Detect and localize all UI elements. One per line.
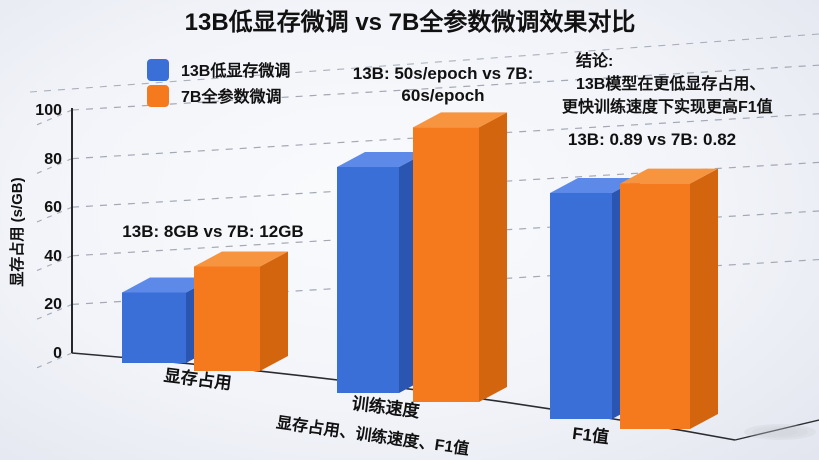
legend-label-13b: 13B低显存微调 (181, 61, 290, 80)
wall-gridline-60 (33, 206, 73, 224)
annotation-conclusion: 结论: 13B模型在更低显存占用、 更快训练速度下实现更高F1值 (562, 51, 773, 116)
bar-front-face (413, 127, 479, 402)
bar-side-face (690, 168, 718, 429)
grid-layer (29, 33, 819, 370)
bar-top-face (413, 112, 507, 128)
bar-top-face (550, 178, 640, 194)
watermark-smudge (744, 424, 816, 440)
annotation-speed-line2: 60s/epoch (401, 86, 484, 105)
bar-front-face (550, 193, 612, 419)
y-tick-60: 60 (44, 199, 62, 216)
annotation-f1: 13B: 0.89 vs 7B: 0.82 (568, 130, 736, 149)
bar-top-face (122, 277, 214, 293)
bar-f1-7b (620, 168, 718, 429)
back-wall-top-edge (29, 33, 819, 93)
wall-gridline-80 (33, 158, 73, 176)
wall-gridline-20 (33, 303, 73, 321)
floor-right-edge (734, 419, 819, 441)
x-axis-title: 显存占用、训练速度、F1值 (275, 413, 470, 459)
y-tick-20: 20 (44, 296, 62, 313)
bar-front-face (337, 167, 399, 393)
legend-swatch-7b (147, 85, 169, 107)
legend: 13B低显存微调 7B全参数微调 (147, 59, 290, 107)
conclusion-line1: 13B模型在更低显存占用、 (576, 74, 765, 93)
y-tick-80: 80 (44, 151, 62, 168)
chart-title: 13B低显存微调 vs 7B全参数微调效果对比 (185, 8, 636, 36)
annotation-memory: 13B: 8GB vs 7B: 12GB (122, 222, 303, 241)
y-axis-ticks: 100 80 60 40 20 0 (35, 102, 62, 362)
bar-front-face (620, 183, 690, 429)
legend-swatch-13b (147, 59, 169, 81)
bar-front-face (194, 266, 260, 371)
bar-side-face (479, 112, 507, 402)
category-label-f1: F1值 (571, 423, 610, 447)
wall-gridline-100 (33, 109, 73, 127)
bar-front-face (122, 292, 186, 363)
bars-layer (122, 112, 718, 429)
legend-label-7b: 7B全参数微调 (181, 87, 281, 106)
category-label-speed: 训练速度 (351, 393, 422, 421)
wall-gridline-0 (33, 352, 73, 370)
y-tick-100: 100 (35, 102, 62, 119)
bar-speed-7b (413, 112, 507, 402)
y-tick-0: 0 (53, 345, 62, 362)
y-tick-40: 40 (44, 248, 62, 265)
bar-memory-7b (194, 251, 288, 371)
bar-top-face (194, 251, 288, 267)
conclusion-line2: 更快训练速度下实现更高F1值 (562, 97, 773, 116)
bar-side-face (260, 251, 288, 371)
wall-gridline-40 (33, 255, 73, 273)
conclusion-title: 结论: (575, 51, 613, 70)
bar-top-face (620, 168, 718, 184)
annotation-speed-line1: 13B: 50s/epoch vs 7B: (353, 64, 533, 83)
bar-top-face (337, 152, 427, 168)
y-axis-title: 显存占用 (s/GB) (8, 177, 26, 286)
